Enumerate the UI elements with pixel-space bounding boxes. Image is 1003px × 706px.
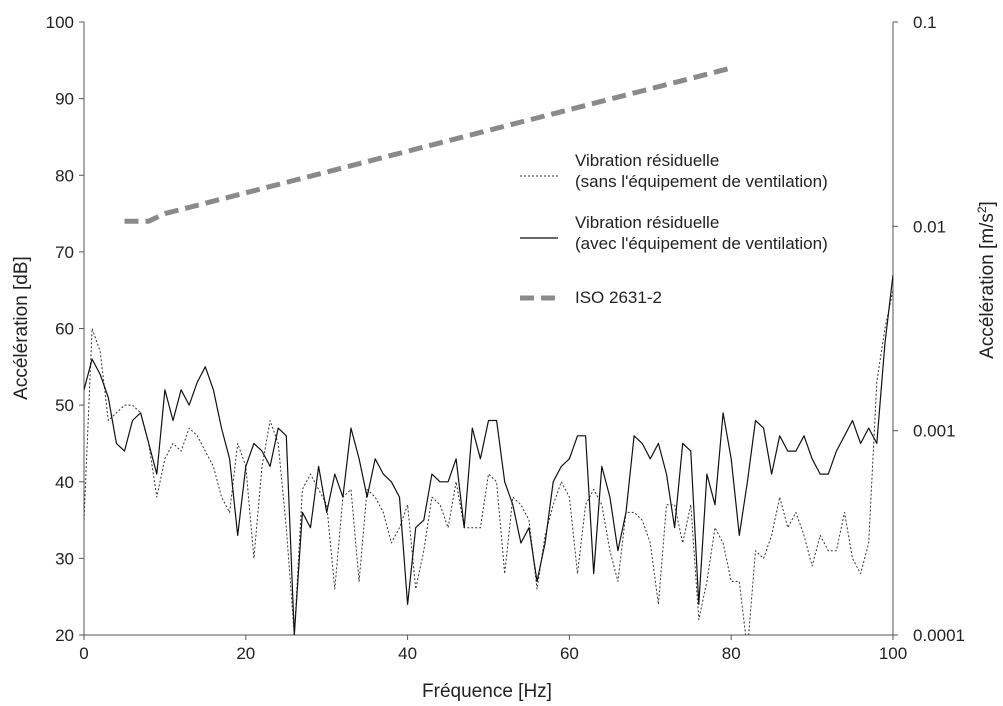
series-line-dashed xyxy=(124,65,732,224)
x-tick-label: 60 xyxy=(560,644,579,663)
x-tick-label: 40 xyxy=(398,644,417,663)
y-left-tick-label: 20 xyxy=(55,626,74,645)
y-left-tick-label: 50 xyxy=(55,396,74,415)
y-left-tick-label: 90 xyxy=(55,90,74,109)
y-left-tick-label: 40 xyxy=(55,473,74,492)
series-line-solid xyxy=(84,274,893,635)
y-right-tick-label: 0.0001 xyxy=(913,626,965,645)
x-tick-label: 80 xyxy=(722,644,741,663)
series-lines xyxy=(84,65,893,635)
axes xyxy=(79,21,898,640)
legend-label: Vibration résiduelle xyxy=(575,213,719,232)
y-right-tick-label: 0.01 xyxy=(913,217,946,236)
tick-labels: 0 20 40 60 80 100 20 30 40 50 60 70 80 90 100 0.0001 0.0… xyxy=(46,13,965,663)
y-left-tick-label: 30 xyxy=(55,549,74,568)
legend-label: ISO 2631-2 xyxy=(575,288,662,307)
series-line-dotted xyxy=(84,290,893,635)
y-left-tick-label: 100 xyxy=(46,13,74,32)
legend-label: Vibration résiduelle xyxy=(575,151,719,170)
y-left-tick-label: 70 xyxy=(55,243,74,262)
y-left-tick-label: 80 xyxy=(55,166,74,185)
x-tick-label: 0 xyxy=(79,644,88,663)
x-tick-label: 20 xyxy=(236,644,255,663)
y-axis-left-title: Accélération [dB] xyxy=(11,256,32,400)
x-tick-label: 100 xyxy=(879,644,907,663)
legend-label-line2: (avec l'équipement de ventilation) xyxy=(575,234,828,253)
x-axis-title: Fréquence [Hz] xyxy=(422,681,552,702)
y-axis-right-title-end: ] xyxy=(977,201,998,206)
y-left-tick-label: 60 xyxy=(55,320,74,339)
legend-label-line2: (sans l'équipement de ventilation) xyxy=(575,172,828,191)
legend: Vibration résiduelle (sans l'équipement d… xyxy=(520,151,828,307)
y-right-tick-label: 0.001 xyxy=(913,422,956,441)
y-axis-right-title-sup: 2 xyxy=(975,206,989,213)
y-axis-right-title: Accélération [m/s2] xyxy=(975,201,998,359)
y-axis-right-title-base: Accélération [m/s xyxy=(977,213,998,359)
y-right-tick-label: 0.1 xyxy=(913,13,937,32)
